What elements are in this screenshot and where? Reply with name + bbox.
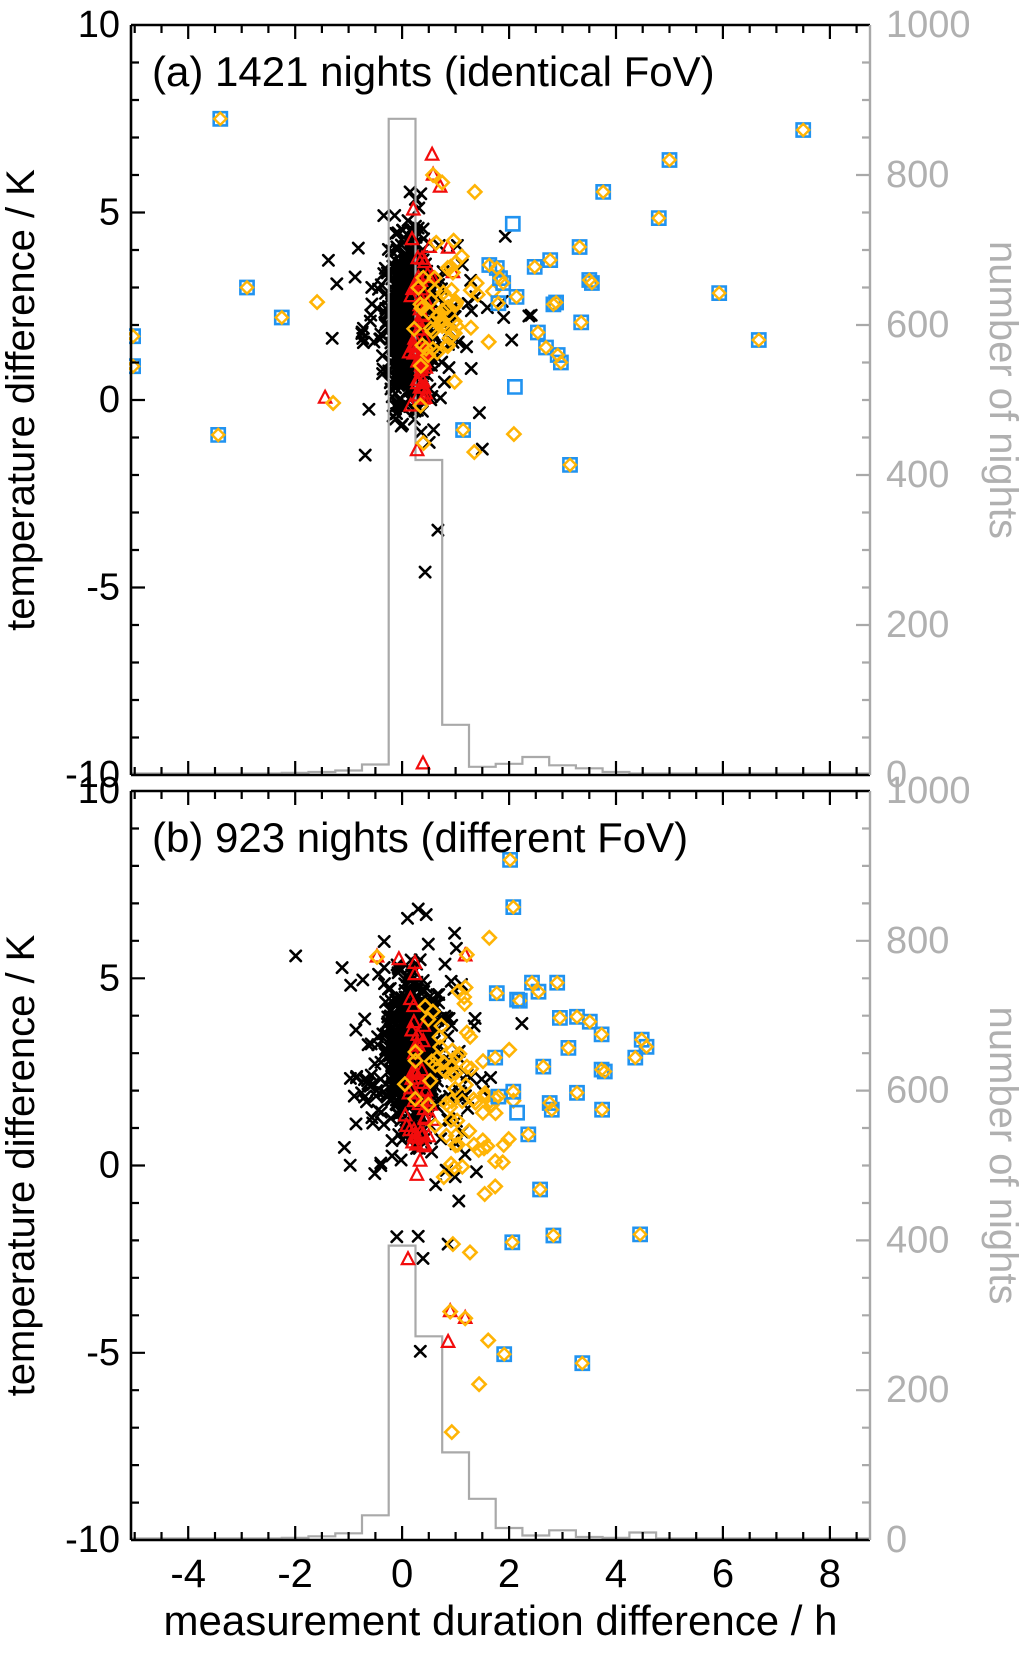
y2-tick-label: 1000 (886, 770, 971, 812)
black-ticks (131, 25, 858, 775)
panel-a: 10 5 0 -5 -10 0 200 400 600 800 1000 (a) 1421 night… (0, 4, 1025, 796)
scatter-blue-square (509, 991, 525, 1121)
scatter-orange-diamond (308, 166, 523, 461)
y2-tick-label: 400 (886, 1219, 949, 1261)
x-tick-label: 4 (605, 1552, 627, 1596)
y2-axis-title: number of nights (981, 1007, 1025, 1305)
gray-ticks (856, 827, 870, 1504)
scatter-blue-square-orange-diamond-square (129, 110, 812, 473)
scatter-blue-square-orange-diamond-square (487, 852, 655, 1372)
plot-area-b (131, 852, 870, 1540)
y2-tick-label: 600 (886, 304, 949, 346)
y2-tick-label: 0 (886, 1519, 907, 1561)
x-tick-label: 6 (712, 1552, 734, 1596)
y-axis-title: temperature difference / K (0, 169, 43, 631)
histogram-a (131, 117, 870, 775)
scatter-blue-square-orange-diamond-diamond (487, 852, 655, 1371)
panel-title-a: (a) 1421 nights (identical FoV) (152, 48, 715, 95)
y2-tick-label: 200 (886, 604, 949, 646)
x-tick-label: -2 (277, 1552, 313, 1596)
y2-tick-label: 0 (886, 754, 907, 796)
x-tick-label: 0 (391, 1552, 413, 1596)
y-tick-label: -10 (65, 1519, 120, 1561)
x-axis-title: measurement duration difference / h (164, 1597, 838, 1644)
gray-ticks (856, 61, 870, 739)
scatter-orange-diamond (368, 929, 522, 1441)
y2-tick-label: 200 (886, 1369, 949, 1411)
scatter-blue-square (504, 215, 523, 395)
y2-tick-label: 1000 (886, 4, 971, 46)
x-tick-label: 2 (498, 1552, 520, 1596)
y-tick-label: 0 (99, 379, 120, 421)
y2-tick-label: 400 (886, 454, 949, 496)
black-ticks (131, 791, 858, 1540)
y-tick-label: 10 (78, 4, 120, 46)
x-tick-label: -4 (170, 1552, 206, 1596)
y-tick-label: 10 (78, 770, 120, 812)
y-tick-label: -5 (86, 1332, 120, 1374)
plot-area-a (129, 110, 870, 775)
y-tick-label: -5 (86, 567, 120, 609)
y2-tick-label: 600 (886, 1070, 949, 1112)
y2-tick-label: 800 (886, 154, 949, 196)
panel-b: 10 5 0 -5 -10 0 200 400 600 800 1000 -4 -2 0 2 4 6 8 (b) 9… (0, 770, 1025, 1644)
y-axis-title: temperature difference / K (0, 934, 43, 1396)
y-tick-label: 5 (99, 192, 120, 234)
y2-axis-title: number of nights (981, 241, 1025, 539)
histogram-b (131, 1244, 870, 1540)
scatter-red-triangle (368, 946, 474, 1348)
y2-tick-label: 800 (886, 920, 949, 962)
x-tick-label: 8 (819, 1552, 841, 1596)
scatter-blue-square-orange-diamond-diamond (129, 111, 811, 473)
y-tick-label: 0 (99, 1145, 120, 1187)
scatter-black-cross (321, 185, 538, 579)
y-tick-label: -10 (65, 754, 120, 796)
panel-title-b: (b) 923 nights (different FoV) (152, 814, 688, 861)
y-tick-label: 5 (99, 957, 120, 999)
